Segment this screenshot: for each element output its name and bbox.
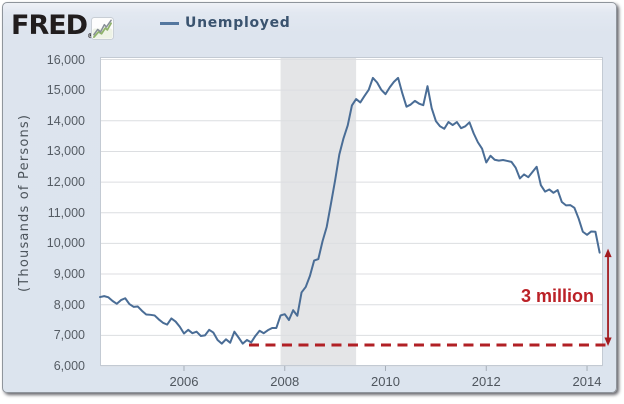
chart-legend: Unemployed <box>160 15 291 31</box>
annotation-3-million-label: 3 million <box>521 285 595 306</box>
fred-sparkline-icon <box>91 17 114 40</box>
y-tick-label: 6,000 <box>53 359 85 373</box>
x-tick-label: 2006 <box>169 374 199 389</box>
y-axis-title: (Thousands of Persons) <box>17 113 32 293</box>
x-tick-label: 2008 <box>270 374 300 389</box>
legend-line-swatch <box>160 21 179 25</box>
x-tick-label: 2014 <box>572 374 602 389</box>
legend-series-label: Unemployed <box>185 15 291 31</box>
y-tick-label: 10,000 <box>46 236 85 251</box>
plot-area-border <box>100 57 603 366</box>
fred-logo-text: FRED <box>11 10 88 41</box>
y-tick-label: 13,000 <box>46 144 85 159</box>
y-tick-label: 7,000 <box>53 328 85 343</box>
fred-logo[interactable]: FRED® <box>11 12 94 46</box>
y-tick-label: 14,000 <box>46 113 85 128</box>
y-tick-label: 9,000 <box>53 267 85 282</box>
x-tick-label: 2010 <box>371 374 400 389</box>
x-tick-label: 2012 <box>471 374 501 389</box>
recession-shading-band <box>280 57 357 366</box>
y-tick-label: 15,000 <box>46 83 85 98</box>
registered-trademark-icon: ® <box>87 32 95 40</box>
y-tick-label: 8,000 <box>53 297 85 312</box>
y-tick-label: 12,000 <box>46 175 85 190</box>
y-tick-label: 16,000 <box>46 52 85 67</box>
unemployed-data-line <box>99 76 601 345</box>
gap-arrow-head-up <box>604 248 612 258</box>
y-tick-label: 11,000 <box>47 205 85 220</box>
gap-arrow-head-down <box>604 337 612 347</box>
